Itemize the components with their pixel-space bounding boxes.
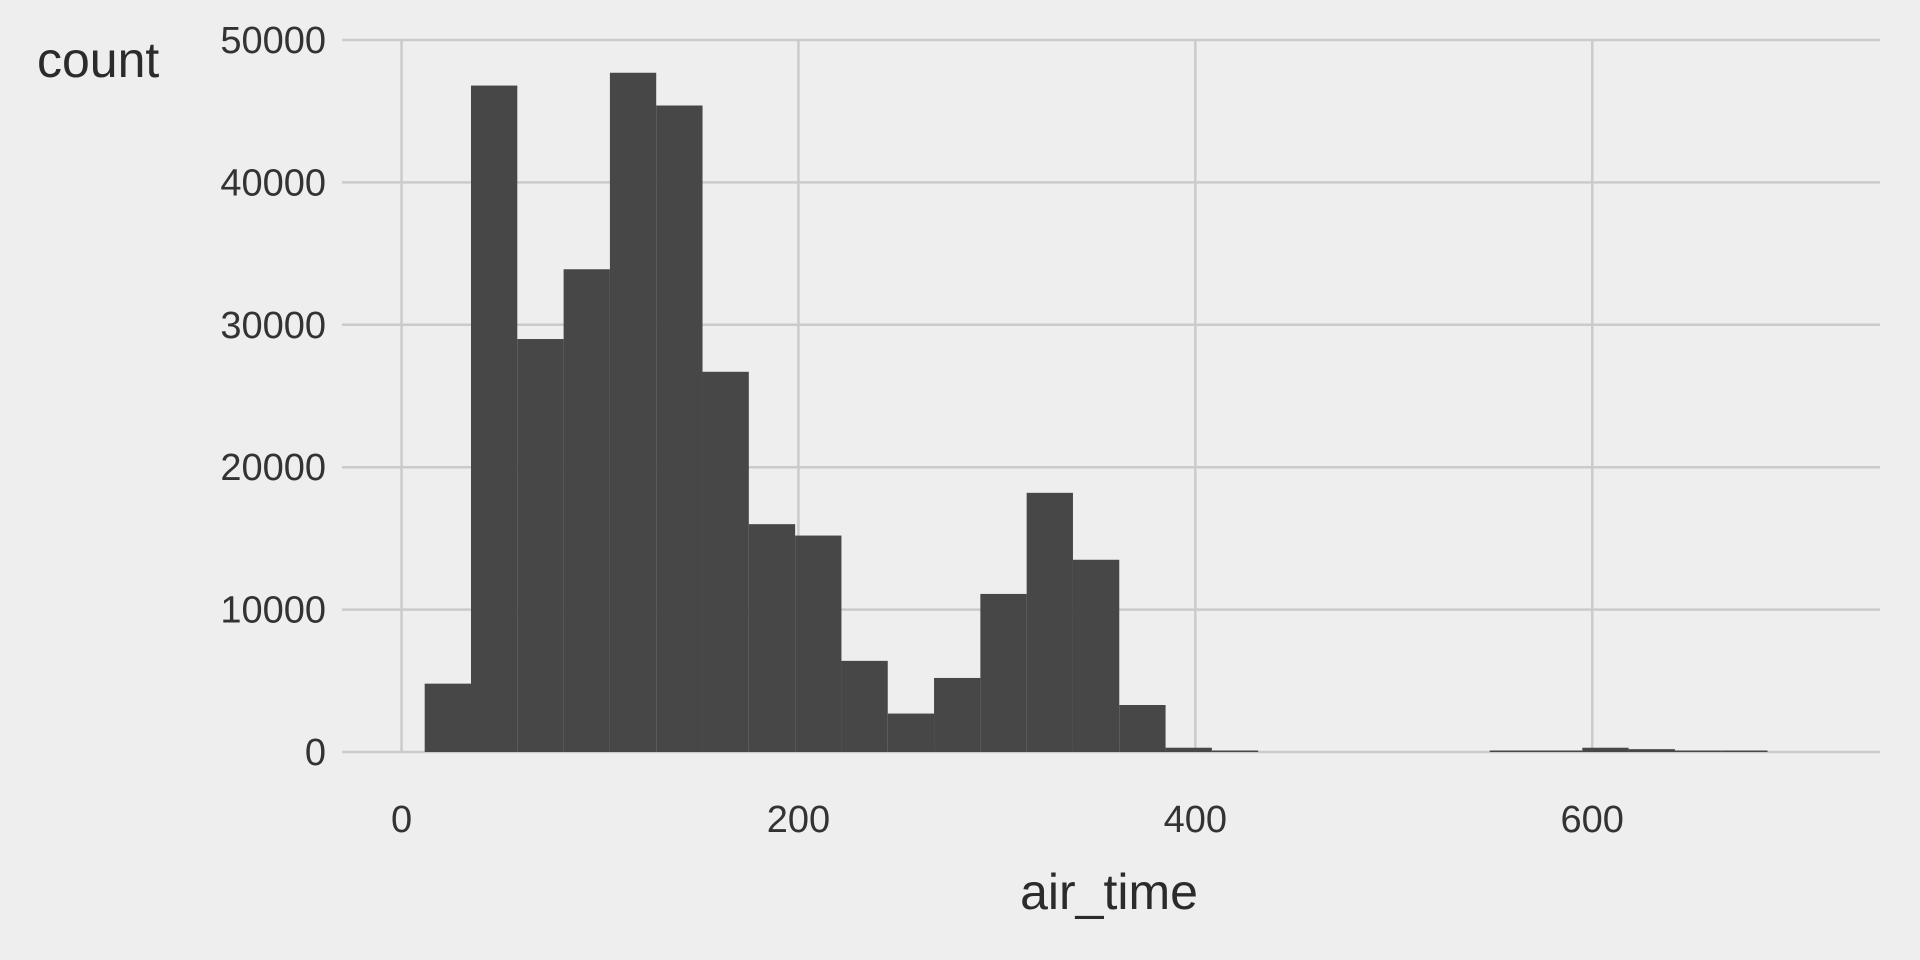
histogram-bar [795,535,842,752]
histogram-bar [980,593,1027,752]
y-tick-label: 40000 [220,162,326,204]
x-tick-label: 200 [767,799,830,841]
histogram-bar [517,339,564,752]
y-tick-label: 50000 [220,20,326,62]
y-tick-label: 30000 [220,305,326,347]
histogram-bar [1026,492,1073,752]
histogram-bar [609,72,657,752]
histogram-bars [424,72,1768,753]
y-axis-ticks: 0 10000 20000 30000 40000 50000 [220,20,326,774]
histogram-bar [1489,750,1537,752]
histogram-bar [1211,750,1259,752]
histogram-bar [1674,750,1722,752]
histogram-bar [748,524,796,752]
histogram-bar [1536,750,1583,752]
x-axis-ticks: 0 200 400 600 [391,799,1624,841]
histogram-bar [1721,750,1768,752]
histogram-bar [470,85,518,753]
y-tick-label: 20000 [220,447,326,489]
histogram-bar [1582,747,1629,752]
histogram-bar [1165,747,1212,752]
x-axis-label: air_time [1020,864,1198,920]
histogram-bar [656,105,703,752]
histogram-bar [1119,705,1166,752]
x-tick-label: 0 [391,799,412,841]
histogram-bar [887,713,935,752]
histogram-bar [424,683,471,752]
histogram-bar [563,269,610,752]
y-tick-label: 10000 [220,590,326,632]
histogram-bar [1628,749,1675,752]
x-tick-label: 400 [1164,799,1227,841]
histogram-bar [841,660,888,752]
y-axis-label: count [37,32,159,88]
x-tick-label: 600 [1561,799,1624,841]
histogram-bar [1072,559,1120,752]
histogram-bar [702,371,749,752]
y-tick-label: 0 [305,732,326,774]
histogram-bar [934,677,981,752]
